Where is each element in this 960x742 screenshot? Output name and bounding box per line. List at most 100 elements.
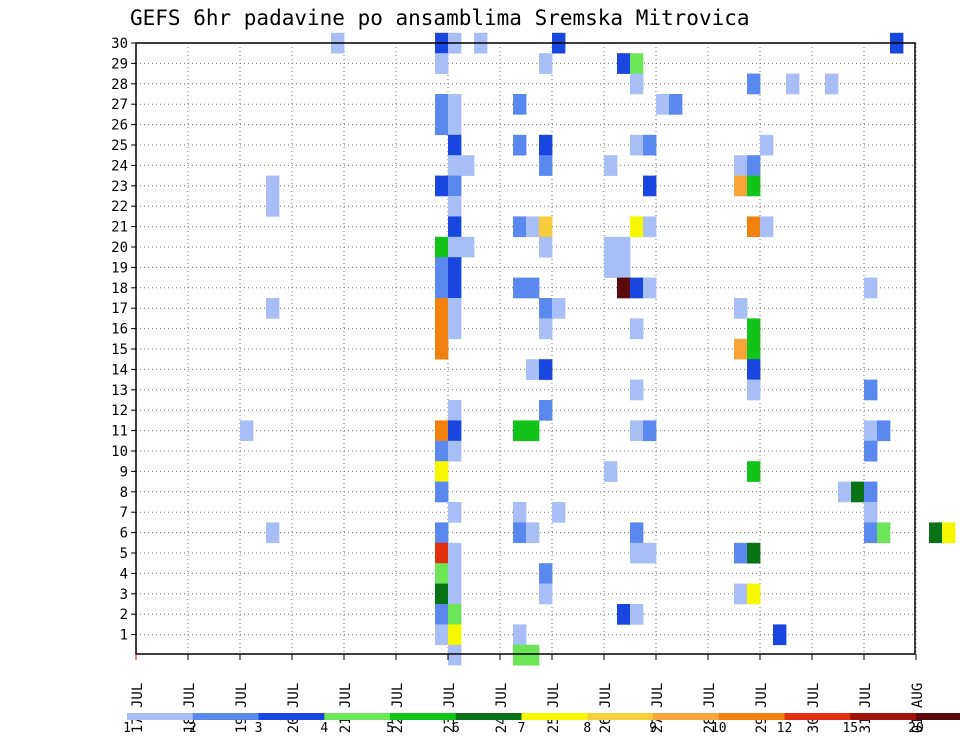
y-tick-label: 22: [111, 199, 128, 215]
heatmap-cell: [448, 644, 462, 666]
legend-color-swatch: [324, 713, 391, 720]
x-tick-label: 28 JUL: [702, 683, 718, 734]
legend-color-swatch: [784, 713, 851, 720]
heatmap-cell: [630, 604, 644, 625]
heatmap-cell: [539, 236, 553, 258]
heatmap-cell: [435, 461, 449, 482]
heatmap-cell: [747, 461, 761, 482]
y-tick-label: 21: [111, 220, 128, 236]
legend-label: 15: [842, 721, 858, 736]
heatmap-cell: [747, 338, 761, 360]
x-tick-label: 25 JUL: [546, 683, 562, 734]
heatmap-cell: [643, 542, 657, 564]
heatmap-cell: [539, 359, 553, 380]
heatmap-cell: [526, 216, 540, 238]
heatmap-cell: [864, 420, 878, 442]
heatmap-cell: [539, 563, 553, 584]
heatmap-cell: [526, 420, 540, 442]
y-tick-label: 19: [111, 260, 128, 276]
heatmap-cell: [435, 236, 449, 258]
y-tick-label: 1: [120, 628, 128, 644]
heatmap-cell: [747, 359, 761, 380]
heatmap-cell: [734, 338, 748, 360]
heatmap-cell: [630, 277, 644, 299]
heatmap-cell: [448, 563, 462, 584]
heatmap-cell: [448, 175, 462, 197]
legend-color-swatch: [521, 713, 588, 720]
heatmap-cell: [448, 155, 462, 176]
heatmap-cell: [630, 420, 644, 442]
heatmap-cell: [747, 542, 761, 564]
heatmap-cell: [630, 134, 644, 156]
heatmap-cell: [760, 134, 774, 156]
y-tick-label: 12: [111, 403, 128, 419]
heatmap-cell: [747, 175, 761, 197]
y-tick-label: 27: [111, 97, 128, 113]
heatmap-cell: [643, 420, 657, 442]
y-tick-label: 3: [120, 587, 128, 603]
heatmap-cell: [734, 155, 748, 176]
heatmap-cell: [448, 420, 462, 442]
heatmap-cell: [851, 481, 865, 503]
x-tick-label: 29 JUL: [754, 683, 770, 734]
heatmap-cell: [604, 155, 618, 176]
heatmap-cell: [604, 461, 618, 482]
heatmap-cell: [435, 420, 449, 442]
heatmap-cell: [448, 624, 462, 646]
heatmap-cell: [539, 318, 553, 340]
heatmap-cell: [630, 318, 644, 340]
heatmap-cell: [513, 94, 527, 115]
heatmap-cell: [435, 583, 449, 605]
x-tick-label: 23 JUL: [442, 683, 458, 734]
heatmap-cell: [435, 257, 449, 278]
heatmap-cell: [643, 277, 657, 299]
legend-label: 10: [711, 721, 727, 736]
heatmap-cell: [240, 420, 254, 442]
heatmap-cell: [526, 359, 540, 380]
heatmap-cell: [266, 298, 280, 319]
heatmap-cell: [513, 216, 527, 238]
x-tick-label: 22 JUL: [390, 683, 406, 734]
legend-label: 4: [320, 721, 328, 736]
heatmap-cell: [448, 216, 462, 238]
y-tick-label: 26: [111, 118, 128, 134]
heatmap-cell: [266, 196, 280, 217]
x-tick-label: 26 JUL: [598, 683, 614, 734]
heatmap-cell: [630, 53, 644, 74]
heatmap-cell: [266, 522, 280, 544]
heatmap-cell: [513, 624, 527, 646]
x-tick-label: 18 JUL: [182, 683, 198, 734]
heatmap-cell: [539, 155, 553, 176]
x-tick-label: 31 JUL: [858, 683, 874, 734]
y-tick-label: 24: [111, 158, 128, 174]
legend-color-swatch: [850, 713, 917, 720]
heatmap-cell: [435, 563, 449, 584]
heatmap-cell: [513, 134, 527, 156]
legend-color-swatch: [455, 713, 523, 720]
heatmap-cell: [747, 73, 761, 95]
heatmap-cell: [617, 257, 631, 278]
heatmap-cell: [734, 298, 748, 319]
heatmap-cell: [617, 604, 631, 625]
heatmap-cell: [539, 400, 553, 421]
y-tick-label: 11: [111, 424, 128, 440]
heatmap-cell: [942, 522, 956, 544]
heatmap-cell: [864, 522, 878, 544]
legend-label: 8: [583, 721, 591, 736]
heatmap-cell: [877, 420, 891, 442]
heatmap-cell: [877, 522, 891, 544]
heatmap-cell: [617, 236, 631, 258]
heatmap-cell: [266, 175, 280, 197]
legend-color-swatch: [127, 713, 194, 720]
legend-label: 1: [123, 721, 131, 736]
heatmap-cell: [630, 216, 644, 238]
heatmap-cell: [552, 298, 566, 319]
legend-label: 9: [649, 721, 657, 736]
heatmap-cell: [734, 583, 748, 605]
heatmap-cell: [539, 53, 553, 74]
y-tick-label: 25: [111, 138, 128, 154]
legend-label: 5: [386, 721, 394, 736]
y-tick-label: 10: [111, 444, 128, 460]
legend-color-swatch: [718, 713, 786, 720]
heatmap-cell: [539, 216, 553, 238]
